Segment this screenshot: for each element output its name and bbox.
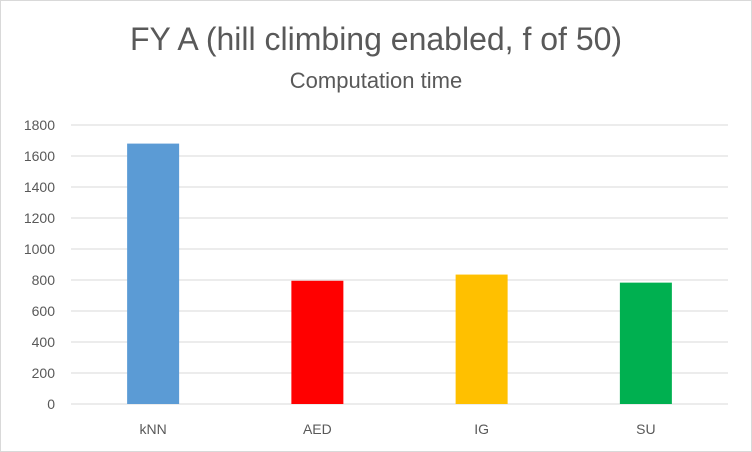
y-tick-label: 400 <box>32 334 56 350</box>
y-tick-label: 1000 <box>24 241 55 257</box>
x-tick-label-knn: kNN <box>140 421 167 437</box>
chart-subtitle: Computation time <box>289 68 463 93</box>
chart-title: FY A (hill climbing enabled, f of 50) <box>129 21 623 57</box>
y-tick-label: 800 <box>32 272 56 288</box>
bar-aed <box>291 280 344 404</box>
x-tick-label-ig: IG <box>474 421 489 437</box>
x-tick-label-su: SU <box>636 421 655 437</box>
y-tick-label: 1400 <box>24 179 55 195</box>
bar-ig <box>455 274 508 404</box>
y-tick-label: 1600 <box>24 148 55 164</box>
y-tick-label: 600 <box>32 303 56 319</box>
bar-su <box>619 282 672 404</box>
x-tick-label-aed: AED <box>303 421 332 437</box>
y-tick-label: 1200 <box>24 210 55 226</box>
bar-knn <box>127 143 180 404</box>
y-tick-label: 0 <box>47 396 55 412</box>
y-tick-label: 200 <box>32 365 56 381</box>
y-tick-label: 1800 <box>24 117 55 133</box>
